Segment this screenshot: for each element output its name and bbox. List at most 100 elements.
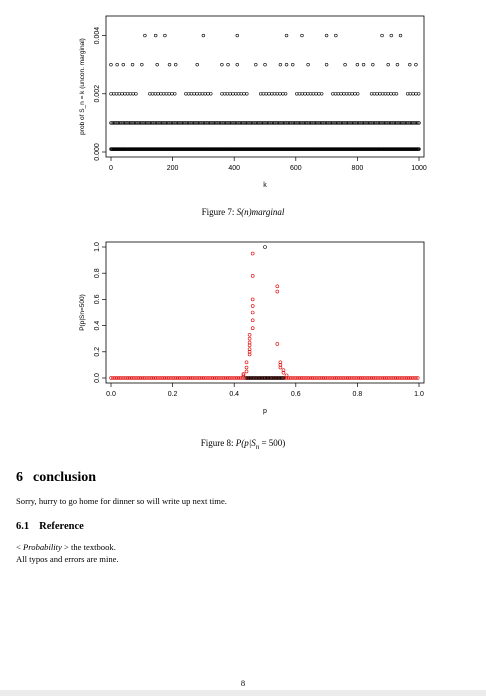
figure-7-caption-text: S(n)marginal [236,207,285,217]
fig7-point [230,121,234,125]
fig7-point [140,121,144,125]
fig7-point [131,92,135,96]
fig8-red-baseline-point [406,376,411,380]
fig7-point [244,121,249,125]
fig7-x-axis-label: k [263,182,267,189]
fig8-red-baseline-point [353,376,357,380]
fig8-x-tick-label: 1.0 [414,391,424,398]
fig7-point [352,121,356,125]
fig8-red-baseline-point [390,376,394,380]
fig8-red-point [281,370,286,375]
fig7-point [347,121,351,125]
fig8-red-baseline-point [366,376,370,380]
fig7-point [148,92,152,96]
fig8-red-baseline-point [175,376,180,380]
fig8-red-baseline-point [188,376,193,380]
fig7-point [400,121,404,125]
fig7-point [396,121,400,125]
fig8-red-point [247,352,252,357]
fig7-point [120,92,124,96]
fig8-red-point [247,350,252,354]
fig7-point [195,62,199,67]
fig8-red-baseline-point [177,376,182,380]
fig7-point [175,121,180,125]
fig8-red-point [278,365,283,370]
fig7-point [243,121,247,125]
fig8-x-tick-label: 0.6 [291,391,301,398]
fig8-red-baseline-point [124,376,128,380]
fig7-point [361,121,366,125]
fig7-point [372,121,377,125]
fig7-point [302,121,307,125]
fig8-red-baseline-point [312,376,316,380]
fig8-red-baseline-point [414,376,418,380]
fig8-red-baseline-point [162,376,167,380]
fig7-point [273,121,277,125]
fig8-red-baseline-point [146,376,150,380]
fig7-point [200,92,205,96]
fig7-point [281,121,286,125]
fig7-point [263,62,267,67]
fig7-point [169,121,174,125]
fig8-red-baseline-point [295,376,300,380]
fig7-point [385,121,389,125]
fig8-red-baseline-point [334,376,339,380]
fig7-point [210,121,214,125]
fig7-point [257,121,261,125]
fig7-point [358,121,362,125]
fig7-point [158,121,162,125]
fig8-x-tick-label: 0.0 [106,391,116,398]
fig7-point [392,92,396,96]
fig7-point [173,121,177,125]
fig8-red-point [244,369,249,374]
fig7-point [301,121,305,125]
fig8-red-baseline-point [329,376,333,380]
fig8-red-baseline-point [286,376,291,380]
fig7-point [371,62,375,67]
fig7-point [300,121,304,125]
fig7-point [189,92,194,96]
fig7-point [245,92,249,96]
fig7-point [206,121,211,125]
fig8-red-baseline-point [327,376,331,380]
fig8-red-point [275,284,280,289]
fig7-point [359,121,363,125]
fig8-red-baseline-point [199,376,204,380]
fig7-point [201,33,206,38]
fig7-point [142,121,146,125]
fig7-point [162,121,166,125]
typos-line: All typos and errors are mine. [16,554,119,564]
fig7-point [258,121,262,125]
fig7-point [167,62,172,67]
fig8-red-point [278,363,283,367]
reference-tail: the textbook. [68,542,116,552]
fig7-point [260,121,265,125]
fig7-point [218,121,223,125]
fig8-black-point [263,245,267,249]
fig7-point [220,62,224,67]
fig7-point [375,92,379,96]
fig7-point [204,121,208,125]
fig7-x-tick-label: 800 [352,165,364,172]
fig7-point [207,121,212,125]
fig7-point [157,121,161,125]
fig7-point [279,121,283,125]
fig7-point [324,121,329,125]
fig7-point [387,121,392,125]
fig7-point [414,121,419,125]
fig7-point [254,121,259,125]
fig7-point [328,121,332,125]
fig7-point [188,121,192,125]
fig8-red-baseline-point [131,376,135,380]
fig8-red-baseline-point [151,376,156,380]
fig8-red-baseline-point [325,376,329,380]
fig7-point [272,92,277,96]
fig7-point [403,121,408,125]
fig7-point [239,92,243,96]
fig7-point [312,121,316,125]
fig7-point [306,62,310,67]
fig8-red-baseline-point [386,376,390,380]
fig7-point [235,62,239,67]
fig7-point [401,121,405,125]
fig8-red-baseline-point [360,376,365,380]
